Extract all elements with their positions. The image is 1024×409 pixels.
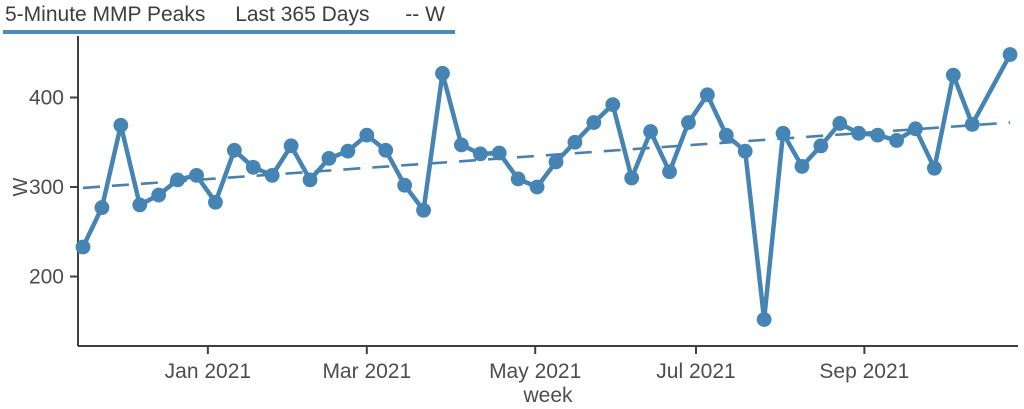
data-point-marker[interactable] [737,143,753,159]
data-point-marker[interactable] [132,197,148,213]
data-point-marker[interactable] [699,87,715,103]
data-point-marker[interactable] [435,65,450,81]
data-point-marker[interactable] [302,172,318,188]
data-point-marker[interactable] [75,239,91,255]
data-point-marker[interactable] [813,138,829,154]
data-point-marker[interactable] [927,160,942,176]
data-point-marker[interactable] [718,127,734,143]
data-point-marker[interactable] [529,179,545,195]
data-point-marker[interactable] [378,142,394,158]
y-tick-label: 400 [29,87,64,110]
x-tick-label: Jul 2021 [656,360,735,383]
data-point-marker[interactable] [548,154,564,170]
data-point-marker[interactable] [643,124,658,139]
data-point-marker[interactable] [397,177,413,193]
trend-line [82,121,1011,190]
data-point-marker[interactable] [264,167,280,183]
data-point-marker[interactable] [794,159,810,174]
data-point-marker[interactable] [889,133,904,148]
data-point-marker[interactable] [908,121,923,137]
x-tick-label: Mar 2021 [322,360,411,383]
data-point-marker[interactable] [510,171,526,187]
data-point-marker[interactable] [283,138,299,154]
data-point-marker[interactable] [567,134,583,150]
data-point-marker[interactable] [851,125,867,141]
data-point-marker[interactable] [113,117,129,133]
data-point-marker[interactable] [359,127,375,143]
data-point-marker[interactable] [605,97,621,113]
data-point-marker[interactable] [226,142,242,158]
data-point-marker[interactable] [624,170,640,186]
y-axis-title: W [10,177,32,196]
x-tick-label: Jan 2021 [165,360,251,383]
x-axis-title: week [522,384,573,407]
data-point-marker[interactable] [472,146,488,162]
data-point-marker[interactable] [775,125,791,141]
y-tick-label: 200 [29,266,64,289]
series-legend-label: -- W [405,3,445,26]
data-point-marker[interactable] [340,143,356,159]
chart-title-bar: 5-Minute MMP Peaks Last 365 Days -- W [3,1,455,34]
data-point-marker[interactable] [189,167,204,183]
data-point-marker[interactable] [416,202,431,218]
data-point-marker[interactable] [94,200,110,215]
data-point-marker[interactable] [945,67,961,83]
x-tick-label: May 2021 [489,360,581,383]
data-point-marker[interactable] [321,150,337,166]
data-point-marker[interactable] [491,145,507,161]
data-point-marker[interactable] [870,127,886,143]
data-point-marker[interactable] [245,159,261,175]
data-point-marker[interactable] [170,172,186,188]
chart-title: 5-Minute MMP Peaks [5,3,206,26]
data-point-marker[interactable] [832,116,848,131]
data-point-marker[interactable] [681,115,696,130]
data-point-marker[interactable] [964,116,980,132]
data-point-marker[interactable] [151,187,167,203]
data-point-marker[interactable] [586,115,602,130]
data-point-marker[interactable] [1002,47,1018,62]
x-tick-label: Sep 2021 [819,360,909,383]
y-tick-label: 300 [29,176,64,199]
chart-subtitle-range: Last 365 Days [235,3,370,26]
data-point-marker[interactable] [454,137,469,153]
series-line [80,52,1013,322]
data-point-marker[interactable] [208,194,223,210]
data-point-marker[interactable] [756,312,772,327]
data-point-marker[interactable] [662,164,677,180]
